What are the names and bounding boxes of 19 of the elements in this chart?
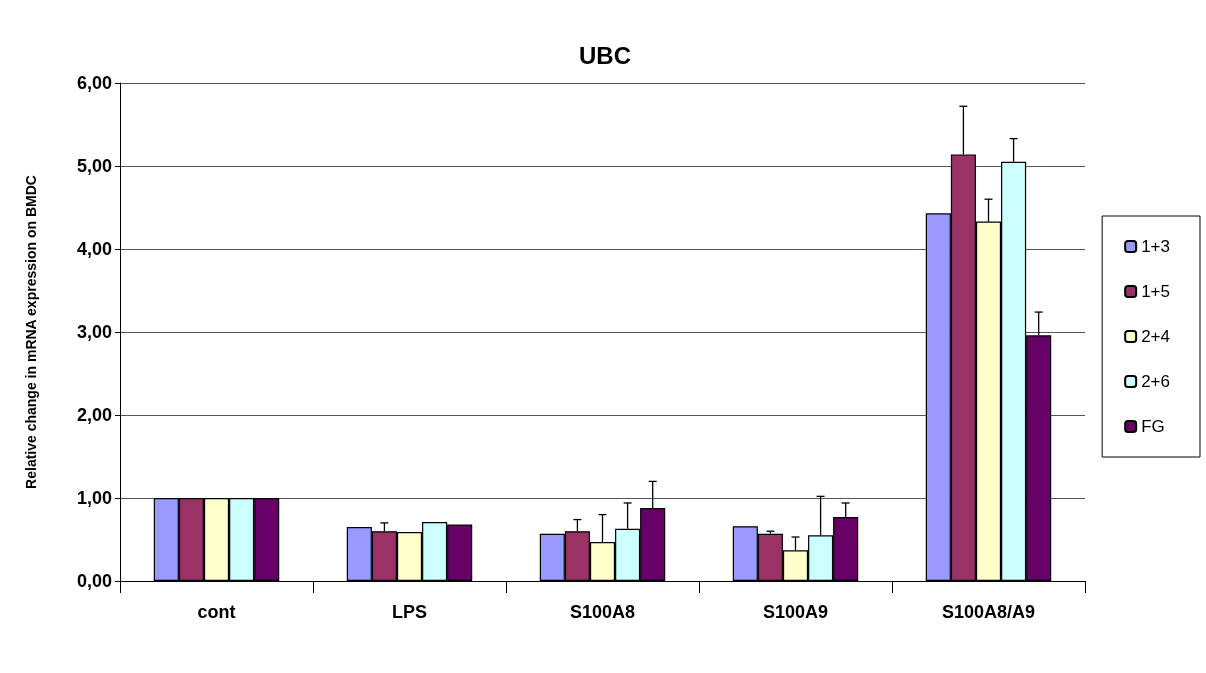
x-tick-label: S100A8 [569, 602, 636, 622]
legend-label: 1+5 [1141, 282, 1171, 301]
x-tick-label: S100A8/A9 [941, 602, 1036, 622]
legend-label: 2+4 [1141, 327, 1171, 346]
x-tick-label: S100A9 [762, 602, 829, 622]
y-tick-label: 0,00 [76, 571, 112, 591]
y-tick-label: 4,00 [76, 239, 112, 259]
y-tick-label: 3,00 [76, 322, 112, 342]
y-tick-label: 2,00 [76, 405, 112, 425]
legend-label: 1+3 [1141, 237, 1171, 256]
y-axis-title: Relative change in mRNA expression on BMDC [23, 175, 39, 489]
legend-label: 2+6 [1141, 372, 1171, 391]
y-tick-label: 1,00 [76, 488, 112, 508]
y-tick-label: 5,00 [76, 156, 112, 176]
chart-title: UBC [579, 41, 631, 69]
x-tick-label: cont [197, 602, 236, 622]
x-tick-label: LPS [391, 602, 428, 622]
legend-label: FG [1141, 417, 1165, 436]
y-tick-label: 6,00 [76, 73, 112, 93]
